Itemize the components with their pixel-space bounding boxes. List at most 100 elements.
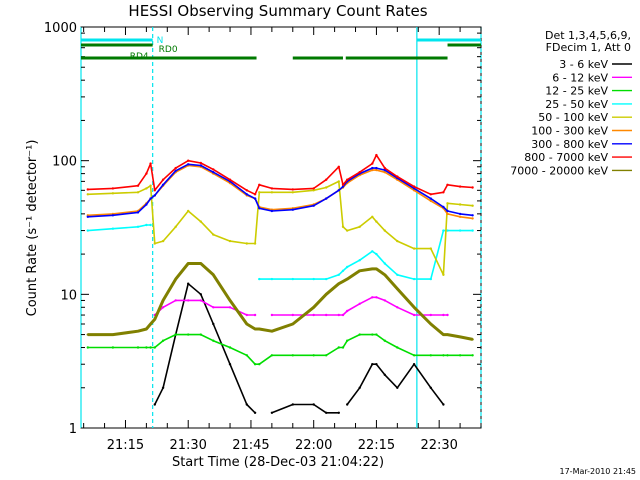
- data-point: [429, 354, 432, 357]
- data-point: [341, 313, 345, 317]
- data-point: [446, 354, 449, 357]
- data-point: [199, 220, 202, 223]
- data-point: [358, 225, 361, 228]
- data-point: [341, 225, 345, 228]
- y-tick-label: 1000: [44, 21, 77, 36]
- data-point: [199, 293, 202, 296]
- data-point: [383, 171, 386, 174]
- data-point: [412, 185, 416, 188]
- data-point: [429, 193, 432, 196]
- data-point: [270, 411, 274, 414]
- data-point: [145, 172, 148, 175]
- data-point: [111, 187, 115, 190]
- series-line-3-0: [87, 224, 151, 232]
- data-point: [446, 212, 449, 216]
- data-point: [446, 333, 449, 336]
- data-point: [161, 306, 165, 309]
- data-point: [111, 333, 115, 336]
- data-point: [111, 346, 115, 349]
- data-point: [371, 267, 374, 271]
- data-point: [187, 333, 190, 336]
- data-point: [429, 247, 432, 250]
- data-point: [396, 273, 399, 276]
- data-point: [375, 153, 378, 157]
- data-point: [412, 313, 416, 317]
- data-point: [174, 225, 177, 228]
- data-point: [270, 191, 274, 194]
- data-point: [471, 217, 474, 220]
- series-line-0-2: [346, 363, 445, 405]
- legend-label: 7000 - 20000 keV: [510, 164, 608, 177]
- data-point: [371, 166, 374, 170]
- data-point: [161, 239, 165, 243]
- data-point: [358, 302, 361, 305]
- data-point: [86, 229, 90, 232]
- data-point: [375, 296, 378, 299]
- data-point: [337, 180, 340, 183]
- data-point: [325, 186, 328, 189]
- legend-header-2: FDecim 1, Att 0: [546, 41, 631, 54]
- data-point: [86, 193, 90, 196]
- data-point: [337, 346, 340, 349]
- data-point: [396, 386, 399, 389]
- data-point: [212, 322, 215, 326]
- data-point: [245, 354, 248, 357]
- series-line-3-1: [259, 229, 473, 280]
- data-point: [187, 299, 190, 302]
- data-point: [253, 197, 257, 200]
- data-point: [442, 313, 445, 317]
- data-point: [446, 183, 449, 186]
- data-point: [471, 214, 474, 217]
- data-point: [86, 188, 90, 191]
- data-point: [174, 299, 177, 302]
- data-point: [245, 322, 248, 326]
- data-point: [346, 277, 349, 281]
- data-point: [358, 171, 361, 174]
- data-point: [258, 327, 261, 331]
- data-point: [228, 363, 232, 366]
- data-point: [312, 204, 315, 207]
- data-point: [136, 184, 140, 187]
- data-point: [383, 299, 386, 302]
- y-tick-label: 10: [60, 288, 77, 303]
- data-point: [212, 168, 215, 171]
- data-point: [253, 363, 257, 366]
- data-point: [212, 233, 215, 236]
- data-point: [383, 229, 386, 232]
- data-point: [253, 411, 257, 414]
- data-point: [253, 193, 257, 196]
- data-point: [312, 277, 315, 281]
- data-point: [442, 354, 445, 357]
- data-point: [291, 313, 294, 317]
- data-point: [396, 346, 399, 349]
- data-point: [442, 333, 445, 336]
- data-point: [325, 178, 328, 181]
- data-point: [270, 209, 274, 213]
- data-point: [258, 277, 261, 281]
- flag-label-rd0: RD0: [159, 45, 178, 55]
- data-point: [161, 299, 165, 302]
- data-point: [337, 313, 340, 317]
- legend-label: 25 - 50 keV: [545, 98, 608, 111]
- data-point: [412, 363, 416, 366]
- data-point: [371, 363, 374, 366]
- y-tick-label: 100: [52, 155, 77, 170]
- data-point: [153, 194, 156, 197]
- data-point: [325, 313, 328, 317]
- data-point: [245, 189, 248, 192]
- data-point: [270, 313, 274, 317]
- data-point: [371, 296, 374, 299]
- data-point: [346, 309, 349, 313]
- data-point: [291, 208, 294, 211]
- data-point: [253, 242, 257, 245]
- data-point: [199, 262, 202, 265]
- legend-label: 300 - 800 keV: [531, 138, 608, 151]
- data-point: [187, 163, 190, 166]
- data-point: [337, 411, 340, 414]
- data-point: [429, 313, 432, 317]
- legend-label: 12 - 25 keV: [545, 85, 608, 98]
- data-point: [325, 411, 328, 414]
- legend-header-1: Det 1,3,4,5,6,9,: [545, 29, 631, 42]
- x-tick-label: 21:45: [232, 438, 269, 453]
- data-point: [429, 277, 432, 281]
